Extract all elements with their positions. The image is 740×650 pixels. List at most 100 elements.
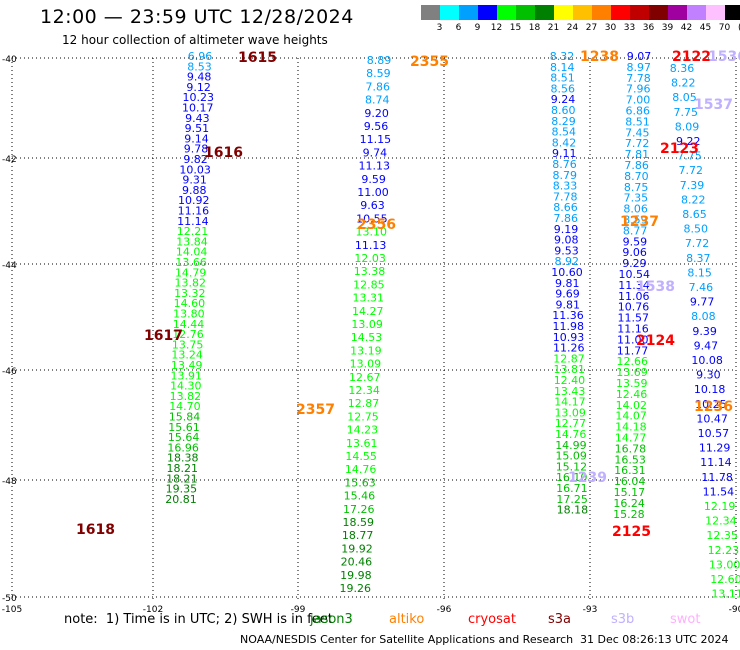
wave-height-value: 12.75	[347, 410, 379, 423]
wave-height-value: 17.25	[556, 493, 588, 506]
satellite-legend-item: altiko	[389, 612, 425, 627]
wave-height-value: 7.00	[626, 94, 651, 107]
wave-height-value: 11.14	[177, 215, 209, 228]
wave-height-value: 13.75	[172, 338, 204, 351]
satellite-legend-item: cryosat	[468, 612, 516, 627]
wave-height-value: 11.36	[552, 309, 584, 322]
wave-height-value: 11.98	[552, 320, 584, 333]
legend-label: 27	[585, 23, 598, 33]
latitude-tick-label: -50	[2, 594, 17, 604]
wave-height-value: 9.63	[360, 199, 385, 212]
wave-height-value: 13.09	[350, 358, 382, 371]
wave-height-value: 14.02	[616, 399, 648, 412]
wave-height-value: 9.11	[552, 147, 577, 160]
wave-height-value: 15.61	[168, 421, 200, 434]
wave-height-value: 8.08	[691, 310, 716, 323]
wave-height-value: 10.03	[179, 163, 211, 176]
wave-height-value: 9.29	[622, 257, 647, 270]
wave-height-value: 11.06	[618, 290, 650, 303]
wave-height-value: 7.75	[677, 150, 702, 163]
wave-height-value: 8.74	[365, 94, 390, 107]
wave-height-value: 13.19	[350, 344, 382, 357]
wave-height-value: 12.46	[616, 388, 648, 401]
wave-height-value: 8.33	[553, 180, 578, 193]
wave-height-value: 7.75	[674, 106, 699, 119]
track-time-label: 1537	[694, 97, 733, 113]
longitude-tick-label: -105	[2, 605, 22, 615]
wave-height-value: 13.43	[554, 385, 586, 398]
wave-height-value: 8.97	[627, 61, 652, 74]
wave-height-value: 9.53	[554, 244, 579, 257]
wave-height-value: 18.18	[557, 504, 589, 517]
wave-height-value: 14.53	[351, 331, 383, 344]
wave-height-value: 9.56	[364, 120, 389, 133]
wave-height-value: 7.78	[626, 72, 651, 85]
legend-swatch	[554, 5, 573, 20]
wave-height-value: 12.34	[705, 515, 737, 528]
wave-height-value: 7.86	[553, 212, 578, 225]
wave-height-value: 7.96	[626, 83, 651, 96]
wave-height-value: 9.48	[187, 71, 212, 84]
legend-swatch	[611, 5, 630, 20]
wave-height-value: 7.86	[624, 159, 649, 172]
wave-height-value: 11.13	[355, 239, 387, 252]
wave-height-value: 8.15	[687, 266, 712, 279]
legend-label: 33	[623, 23, 636, 33]
wave-height-value: 8.37	[686, 252, 711, 265]
wave-height-value: 9.78	[184, 143, 209, 156]
wave-height-value: 9.69	[555, 288, 580, 301]
legend-swatch	[649, 5, 668, 20]
wave-height-value: 14.44	[173, 318, 205, 331]
wave-height-value: 12.35	[706, 529, 738, 542]
page-subtitle: 12 hour collection of altimeter wave hei…	[62, 33, 328, 47]
wave-height-value: 7.72	[625, 137, 650, 150]
wave-height-value: 10.08	[691, 354, 723, 367]
time-labels: 1615 2355 1238 21221536 1616 1617 1618 2356 2357…	[76, 49, 740, 540]
wave-height-value: 20.81	[165, 493, 197, 506]
wave-height-value: 8.50	[684, 223, 709, 236]
wave-height-value: 11.77	[617, 344, 649, 357]
wave-height-value: 6.86	[626, 105, 651, 118]
legend-label: 30	[604, 23, 617, 33]
track-time-label: 1236	[694, 399, 733, 415]
wave-height-value: 14.04	[176, 246, 208, 259]
wave-height-value: 9.08	[554, 234, 579, 247]
satellite-legend-item: jason3	[310, 612, 353, 627]
legend-swatch	[516, 5, 535, 20]
track-time-label: 2125	[612, 524, 651, 540]
wave-height-value: 9.19	[554, 223, 579, 236]
wave-height-value: 8.59	[623, 214, 648, 227]
wave-height-value: 13.49	[171, 359, 203, 372]
wave-height-value: 8.66	[553, 201, 578, 214]
wave-height-value: 7.35	[624, 192, 649, 205]
longitude-tick-label: -93	[583, 605, 598, 615]
wave-height-value: 11.15	[360, 133, 392, 146]
wave-height-value: 10.76	[618, 301, 650, 314]
wave-height-value: 15.12	[556, 460, 588, 473]
wave-height-value: 9.22	[676, 135, 701, 148]
wave-height-value: 10.47	[696, 412, 728, 425]
wave-height-value: 13.31	[353, 292, 385, 305]
legend-swatch	[725, 5, 740, 20]
wave-height-value: 15.28	[613, 508, 645, 521]
wave-height-value: 8.70	[624, 170, 649, 183]
wave-height-value: 18.77	[342, 529, 374, 542]
wave-height-value: 14.70	[169, 400, 201, 413]
wave-height-value: 7.39	[680, 179, 705, 192]
wave-height-value: 12.76	[172, 328, 204, 341]
wave-height-value: 11.29	[699, 442, 731, 455]
legend-swatch	[421, 5, 440, 20]
latitude-tick-label: -40	[2, 55, 17, 65]
legend-swatch	[687, 5, 706, 20]
wave-height-value: 8.54	[551, 126, 576, 139]
wave-height-value: 8.53	[187, 60, 212, 73]
wave-height-value: 13.00	[709, 558, 740, 571]
wave-height-value: 9.88	[182, 184, 207, 197]
legend-label: 36	[642, 23, 655, 33]
wave-height-value: 13.38	[354, 265, 386, 278]
wave-height-value: 8.60	[551, 104, 576, 117]
wave-height-value: 13.82	[170, 390, 202, 403]
legend-label: 24	[566, 23, 579, 33]
legend-label: 42	[680, 23, 693, 33]
